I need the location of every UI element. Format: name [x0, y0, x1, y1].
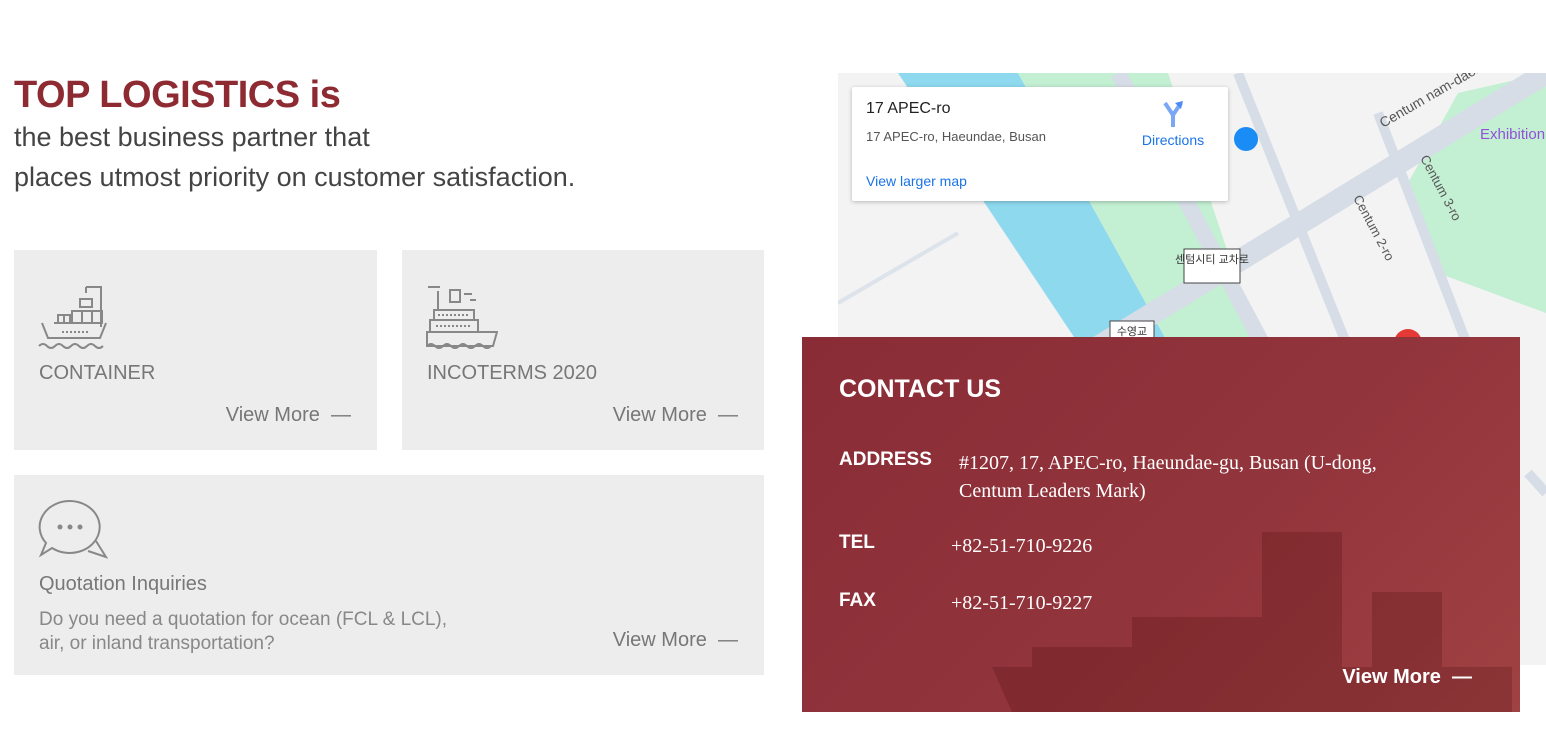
contact-title: CONTACT US [839, 375, 1002, 403]
card-quotation[interactable]: Quotation Inquiries Do you need a quotat… [14, 475, 764, 675]
map-label: Exhibition [1480, 126, 1545, 143]
card-title: Quotation Inquiries [39, 573, 207, 595]
fax-label: FAX [839, 590, 876, 611]
directions-icon [1163, 101, 1183, 127]
brand-title: TOP LOGISTICS is [14, 74, 341, 116]
place-address: 17 APEC-ro, Haeundae, Busan [866, 129, 1046, 144]
card-incoterms[interactable]: INCOTERMS 2020 View More — [402, 250, 764, 450]
card-title: INCOTERMS 2020 [427, 362, 598, 384]
map-info-card: 17 APEC-ro 17 APEC-ro, Haeundae, Busan V… [852, 87, 1228, 201]
cruise-ship-icon [426, 286, 498, 349]
container-ship-icon [38, 286, 107, 349]
shopping-pin-icon [1234, 127, 1258, 151]
address-label: ADDRESS [839, 449, 932, 470]
view-more-link[interactable]: View More — [225, 404, 351, 426]
place-name: 17 APEC-ro [866, 100, 951, 117]
card-title: CONTAINER [39, 362, 156, 384]
view-more-link[interactable]: View More — [612, 404, 738, 426]
contact-panel: CONTACT US ADDRESS #1207, 17, APEC-ro, H… [802, 337, 1520, 712]
view-more-link[interactable]: View More — [612, 629, 738, 651]
card-description: Do you need a quotation for ocean (FCL &… [39, 609, 448, 654]
fax-value: +82-51-710-9227 [951, 592, 1093, 614]
port-background-image [992, 532, 1512, 712]
view-larger-map-link[interactable]: View larger map [866, 173, 967, 189]
map-label: 센텀시티 교차로 [1175, 253, 1249, 266]
subtitle-line1: the best business partner that [14, 122, 370, 152]
tel-value: +82-51-710-9226 [951, 535, 1093, 557]
directions-button[interactable]: Directions [1138, 101, 1208, 148]
card-container[interactable]: CONTAINER View More — [14, 250, 377, 450]
chat-bubbles-icon [38, 499, 108, 559]
contact-view-more-link[interactable]: View More — [1342, 666, 1472, 688]
tel-label: TEL [839, 532, 875, 553]
headline: TOP LOGISTICS is the best business partn… [14, 74, 575, 197]
subtitle-line2: places utmost priority on customer satis… [14, 162, 576, 192]
map-label: 수영교 [1117, 325, 1147, 338]
map-label: Centum 2-ro [1350, 192, 1397, 263]
address-value: #1207, 17, APEC-ro, Haeundae-gu, Busan (… [959, 452, 1377, 502]
